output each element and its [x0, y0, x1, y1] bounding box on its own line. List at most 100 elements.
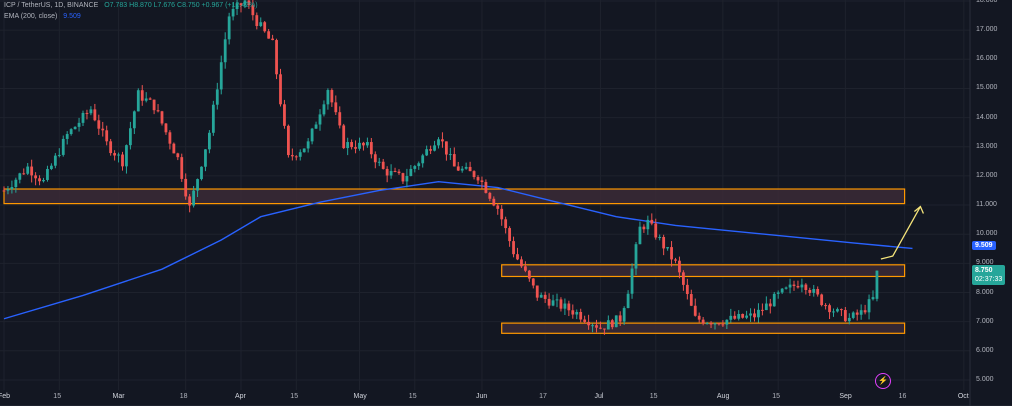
candle-body [448, 154, 452, 156]
ema-legend[interactable]: EMA (200, close) 9.509 [4, 13, 81, 20]
candle-body [772, 293, 776, 307]
candle-body [223, 39, 227, 63]
ema-value: 9.509 [63, 13, 81, 20]
candle-body [342, 125, 346, 149]
candle-body [69, 129, 73, 135]
zone-rect [501, 264, 906, 278]
candle-body [255, 15, 259, 26]
candle-body [208, 132, 211, 150]
candle-body [38, 178, 41, 182]
candle-body [792, 284, 796, 286]
candle-body [73, 126, 77, 130]
candle-body [362, 142, 365, 146]
candle-body [800, 284, 804, 288]
candle-body [53, 155, 57, 166]
candle-body [358, 142, 361, 149]
candle-body [524, 266, 527, 271]
candle-body [215, 89, 219, 105]
candle-body [855, 312, 859, 315]
time-tick-label: 15 [53, 393, 62, 400]
candle-body [583, 319, 587, 322]
candle-body [318, 114, 322, 125]
zone-rect [3, 188, 906, 205]
candle-body [46, 169, 49, 180]
candle-body [227, 16, 231, 40]
time-tick-label: Sep [839, 393, 852, 400]
candle-body [642, 226, 646, 230]
candle-body [93, 109, 97, 121]
candle-body [784, 287, 788, 289]
candle-body [409, 168, 413, 177]
price-tick-label: 9.000 [976, 259, 994, 267]
candle-body [788, 284, 792, 288]
candle-body [322, 104, 326, 115]
time-tick-label: Aug [716, 393, 730, 400]
candle-body [425, 149, 429, 156]
last-price-tag: 8.750 02:37:33 [972, 265, 1006, 285]
candle-body [437, 139, 440, 146]
candle-body [603, 328, 606, 330]
candle-body [543, 294, 547, 299]
candle-body [551, 300, 555, 306]
candle-body [595, 325, 598, 328]
candle-body [780, 288, 784, 293]
projection-arrow [880, 205, 924, 260]
candle-body [796, 285, 800, 288]
candle-body [61, 138, 65, 155]
arrow-head [913, 205, 924, 214]
time-tick-label: Feb [0, 393, 11, 400]
candle-body [433, 145, 436, 151]
candle-body [140, 90, 144, 101]
candle-body [275, 40, 278, 75]
price-tick-label: 7.000 [976, 317, 994, 325]
candle-body [405, 176, 409, 182]
candle-body [211, 104, 215, 133]
candlesticks [2, 0, 879, 335]
price-tick-label: 12.000 [976, 171, 998, 179]
candle-body [836, 309, 839, 312]
candle-body [132, 111, 136, 129]
candle-body [626, 293, 630, 309]
candle-body [757, 309, 760, 318]
candle-body [828, 305, 831, 313]
candle-body [547, 298, 551, 306]
price-tick-label: 15.000 [976, 84, 998, 92]
candle-body [646, 219, 650, 230]
candle-body [239, 3, 243, 6]
candle-body [85, 112, 89, 114]
candle-body [65, 134, 69, 139]
candle-body [516, 254, 519, 260]
candle-body [875, 270, 879, 299]
lightning-icon[interactable]: ⚡ [875, 373, 891, 389]
candle-body [682, 272, 685, 285]
candle-body [101, 128, 105, 131]
candle-body [749, 313, 752, 316]
chart-header: ICP / TetherUS, 1D, BINANCE O7.783 H8.87… [4, 2, 258, 9]
candle-body [851, 312, 855, 318]
candle-body [685, 284, 689, 295]
candle-body [484, 181, 488, 193]
candle-body [832, 311, 835, 313]
candle-body [350, 142, 353, 148]
symbol-title: ICP / TetherUS, 1D, BINANCE [4, 2, 99, 9]
candle-body [867, 299, 871, 313]
candle-body [579, 311, 583, 320]
candle-body [243, 0, 247, 6]
candle-body [97, 120, 101, 129]
candle-body [125, 145, 128, 167]
candle-body [148, 98, 152, 100]
candle-body [464, 166, 468, 169]
candle-body [219, 62, 223, 90]
candle-body [729, 315, 733, 320]
candle-body [381, 161, 385, 169]
candle-body [843, 310, 847, 322]
candle-body [492, 198, 496, 206]
time-tick-label: Apr [235, 393, 246, 400]
candle-body [804, 284, 808, 290]
candle-body [263, 22, 267, 32]
ema-label: EMA (200, close) [4, 13, 58, 20]
candle-body [745, 315, 748, 318]
candle-body [504, 219, 508, 229]
candle-body [235, 3, 239, 10]
